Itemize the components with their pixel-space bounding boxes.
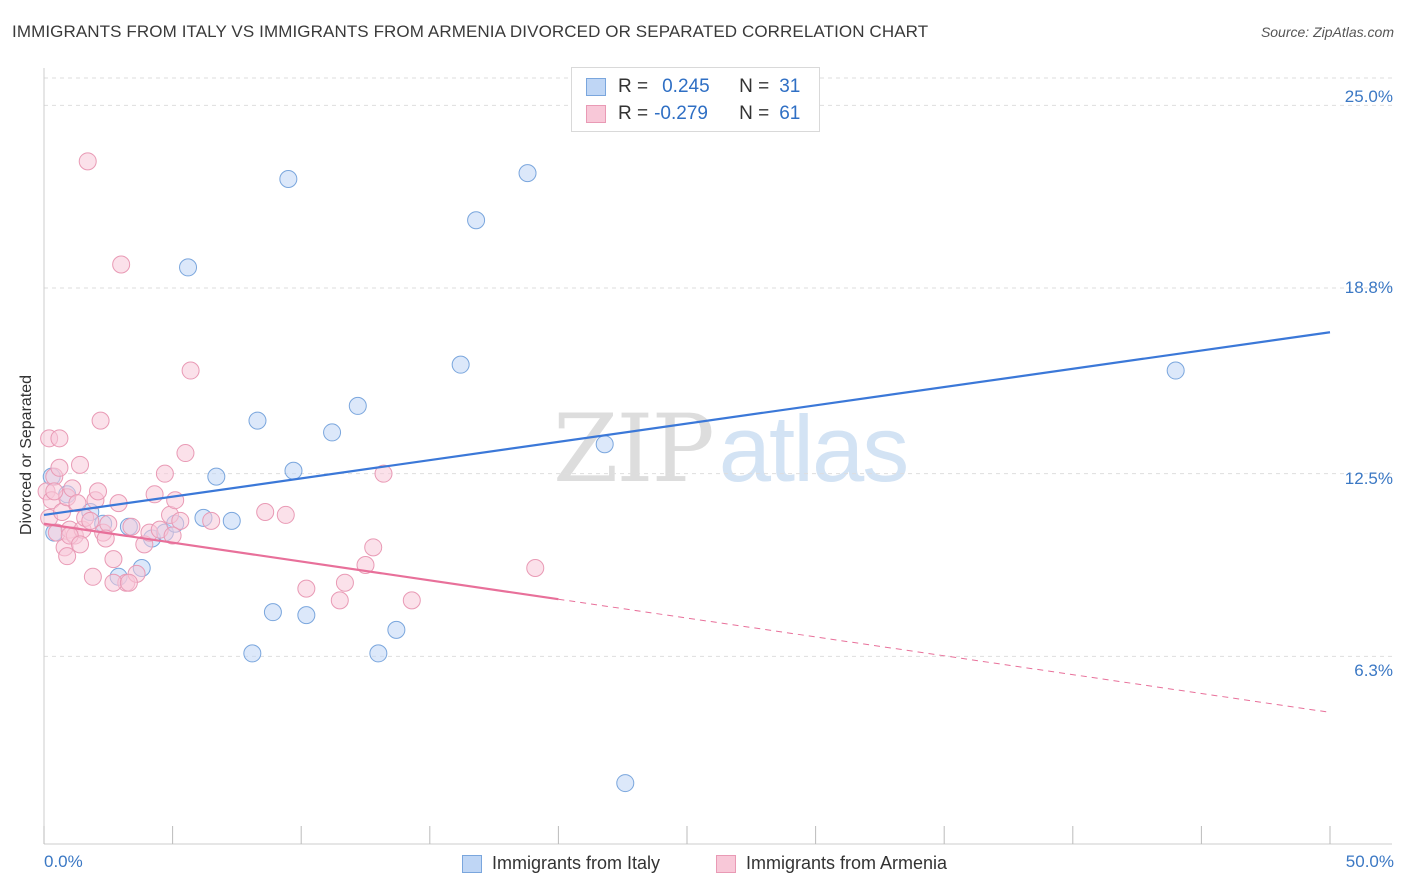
bottom-legend-swatch-armenia xyxy=(716,854,736,873)
point-italy-19 xyxy=(323,423,342,442)
legend-row-italy: R = 0.245 N = 31 xyxy=(586,76,800,98)
point-italy-29 xyxy=(616,774,635,793)
point-italy-22 xyxy=(387,620,406,639)
point-italy-16 xyxy=(279,170,298,189)
point-armenia-55 xyxy=(104,573,123,592)
point-italy-21 xyxy=(369,644,388,663)
point-armenia-59 xyxy=(119,573,138,592)
point-armenia-12 xyxy=(68,494,87,513)
watermark-zip: ZIP xyxy=(553,395,715,504)
point-armenia-36 xyxy=(166,491,185,510)
point-italy-26 xyxy=(595,435,614,454)
point-armenia-45 xyxy=(297,579,316,598)
legend-armenia-n-label: N = xyxy=(739,103,770,124)
bottom-legend-italy: Immigrants from Italy xyxy=(462,853,660,874)
bottom-legend-armenia: Immigrants from Armenia xyxy=(716,853,947,874)
point-italy-18 xyxy=(297,606,316,625)
point-armenia-38 xyxy=(176,444,195,463)
point-italy-14 xyxy=(248,411,267,430)
point-italy-11 xyxy=(207,467,226,486)
legend-italy-n-value: 31 xyxy=(779,76,801,97)
point-italy-17 xyxy=(284,461,303,480)
point-italy-12 xyxy=(222,511,241,530)
y-tick-label-18-8: 18.8% xyxy=(1344,278,1393,297)
legend-italy-r-value: 0.245 xyxy=(662,76,710,97)
point-armenia-46 xyxy=(330,591,349,610)
point-armenia-43 xyxy=(256,502,275,521)
series-armenia-points xyxy=(37,152,545,610)
trend-line-armenia-solid xyxy=(43,522,559,601)
point-armenia-17 xyxy=(81,511,100,530)
point-armenia-44 xyxy=(276,505,295,524)
point-armenia-51 xyxy=(402,591,421,610)
point-armenia-57 xyxy=(45,482,64,501)
point-armenia-58 xyxy=(163,526,182,545)
point-armenia-50 xyxy=(374,464,393,483)
point-italy-30 xyxy=(1166,361,1185,380)
trend-lines xyxy=(43,331,1331,713)
y-tick-label-25: 25.0% xyxy=(1344,87,1393,106)
legend-armenia-r-value: -0.279 xyxy=(654,103,708,124)
point-armenia-26 xyxy=(112,255,131,274)
point-armenia-16 xyxy=(78,152,97,171)
legend-italy-r-label: R = xyxy=(618,76,649,97)
legend-swatch-armenia xyxy=(586,105,606,123)
legend-swatch-italy xyxy=(586,78,606,96)
point-armenia-37 xyxy=(171,511,190,530)
chart-title: IMMIGRANTS FROM ITALY VS IMMIGRANTS FROM… xyxy=(12,22,929,41)
point-italy-20 xyxy=(348,396,367,415)
gridlines xyxy=(44,77,1392,657)
stats-legend: R = 0.245 N = 31 R = -0.279 N = 61 xyxy=(571,67,820,132)
legend-row-armenia: R = -0.279 N = 61 xyxy=(586,103,800,125)
point-armenia-56 xyxy=(71,535,90,554)
point-armenia-49 xyxy=(364,538,383,557)
trend-line-armenia-dashed xyxy=(558,598,1331,713)
y-tick-label-6-3: 6.3% xyxy=(1354,661,1393,680)
point-armenia-53 xyxy=(58,547,77,566)
point-italy-23 xyxy=(451,355,470,374)
point-armenia-18 xyxy=(83,567,102,586)
legend-armenia-n-value: 61 xyxy=(779,103,801,124)
legend-armenia-r-label: R = xyxy=(618,103,649,124)
point-armenia-41 xyxy=(50,429,69,448)
point-armenia-42 xyxy=(202,511,221,530)
bottom-legend-swatch-italy xyxy=(462,854,482,873)
legend-italy-n-label: N = xyxy=(739,76,770,97)
point-armenia-34 xyxy=(155,464,174,483)
trend-line-italy xyxy=(43,331,1331,517)
x-tick-label-min: 0.0% xyxy=(44,852,83,871)
axes xyxy=(43,68,1392,845)
point-armenia-39 xyxy=(181,361,200,380)
point-armenia-20 xyxy=(89,482,108,501)
point-armenia-5 xyxy=(50,458,69,477)
point-italy-9 xyxy=(179,258,198,277)
point-armenia-23 xyxy=(99,514,118,533)
point-armenia-47 xyxy=(335,573,354,592)
point-armenia-52 xyxy=(526,558,545,577)
source-label: Source: ZipAtlas.com xyxy=(1260,24,1394,40)
point-armenia-24 xyxy=(104,550,123,569)
point-italy-24 xyxy=(467,211,486,230)
point-italy-13 xyxy=(243,644,262,663)
series-italy-points xyxy=(42,164,1185,793)
bottom-legend-italy-label: Immigrants from Italy xyxy=(492,853,661,873)
point-armenia-28 xyxy=(122,517,141,536)
y-axis-label: Divorced or Separated xyxy=(18,374,35,536)
point-italy-25 xyxy=(518,164,537,183)
bottom-legend-armenia-label: Immigrants from Armenia xyxy=(746,853,948,873)
y-tick-label-12-5: 12.5% xyxy=(1344,469,1393,488)
point-armenia-13 xyxy=(71,455,90,474)
x-tick-label-max: 50.0% xyxy=(1345,852,1394,871)
point-italy-15 xyxy=(263,603,282,622)
point-armenia-21 xyxy=(91,411,110,430)
